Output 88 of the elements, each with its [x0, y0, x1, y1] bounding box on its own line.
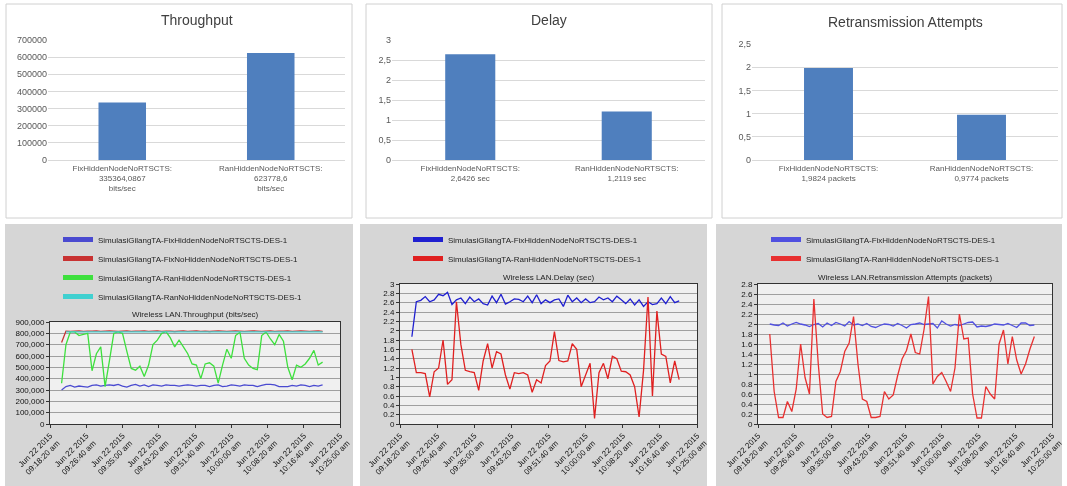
- line-series: [60, 330, 324, 388]
- y-tick-label: 500000: [16, 69, 47, 80]
- x-tick-label: RanHiddenNodeNoRTSCTS: 623778,6 bits/sec: [219, 163, 323, 194]
- y-tick-label: 1.8: [383, 335, 395, 345]
- y-tick-label: 2.4: [741, 299, 753, 309]
- y-tick-label: 3: [385, 35, 391, 46]
- chart-title: Delay: [531, 12, 567, 28]
- y-tick-label: 200,000: [15, 397, 45, 407]
- y-tick-label: 1: [385, 115, 391, 126]
- y-tick-label: 300000: [16, 103, 47, 114]
- legend-label: SimulasiGilangTA-RanHiddenNodeNoRTSCTS-DES-1: [98, 273, 292, 283]
- y-tick-label: 2.4: [383, 307, 395, 317]
- legend-label: SimulasiGilangTA-FixHiddenNodeNoRTSCTS-DES-1: [98, 235, 288, 245]
- y-tick-label: 2.8: [383, 289, 395, 299]
- line-series: [769, 320, 1036, 329]
- y-tick-label: 1,5: [738, 85, 751, 96]
- line-series: [60, 330, 324, 344]
- y-tick-label: 2,5: [378, 55, 391, 66]
- legend-label: SimulasiGilangTA-FixHiddenNodeNoRTSCTS-DES-1: [448, 235, 638, 245]
- y-tick-label: 3: [389, 279, 395, 289]
- y-tick-label: 1.4: [741, 349, 753, 359]
- y-tick-label: 2: [745, 62, 751, 73]
- y-tick-label: 1.6: [383, 345, 395, 355]
- y-tick-label: 700000: [16, 35, 47, 46]
- y-tick-label: 0: [745, 155, 751, 166]
- y-tick-label: 600000: [16, 52, 47, 63]
- y-tick-label: 2: [385, 75, 391, 86]
- y-tick-label: 500,000: [15, 363, 45, 373]
- y-tick-label: 800,000: [15, 329, 45, 339]
- y-tick-label: 300,000: [15, 385, 45, 395]
- y-tick-label: 2.2: [741, 309, 753, 319]
- chart-title: Retransmission Attempts: [828, 14, 983, 30]
- y-tick-label: 1: [747, 369, 753, 379]
- line-series: [769, 295, 1036, 419]
- y-tick-label: 0.8: [741, 379, 753, 389]
- y-tick-label: 2.8: [741, 279, 753, 289]
- legend-label: SimulasiGilangTA-FixNoHiddenNodeNoRTSCTS-DES-1: [98, 254, 298, 264]
- y-tick-label: 2: [747, 319, 753, 329]
- y-tick-label: 0.6: [741, 389, 753, 399]
- y-tick-label: 0: [389, 419, 395, 429]
- y-tick-label: 400,000: [15, 374, 45, 384]
- y-tick-label: 200000: [16, 120, 47, 131]
- y-tick-label: 0: [39, 419, 45, 429]
- line-series: [411, 291, 680, 338]
- legend-label: SimulasiGilangTA-RanHiddenNodeNoRTSCTS-DES-1: [806, 254, 1000, 264]
- y-tick-label: 0.6: [383, 391, 395, 401]
- legend-label: SimulasiGilangTA-RanHiddenNodeNoRTSCTS-DES-1: [448, 254, 642, 264]
- y-tick-label: 1.4: [383, 354, 395, 364]
- x-tick-label: FixHiddenNodeNoRTSCTS: 335364,0867 bits/sec: [72, 163, 172, 194]
- y-tick-label: 0,5: [378, 135, 391, 146]
- y-tick-label: 0.2: [383, 410, 395, 420]
- y-tick-label: 900,000: [15, 317, 45, 327]
- y-tick-label: 0: [747, 419, 753, 429]
- y-tick-label: 1.2: [383, 363, 395, 373]
- y-tick-label: 0.4: [383, 401, 395, 411]
- x-tick-label: FixHiddenNodeNoRTSCTS: 2,6426 sec: [420, 163, 520, 183]
- y-tick-label: 100,000: [15, 408, 45, 418]
- y-tick-label: 2.2: [383, 317, 395, 327]
- y-tick-label: 0.8: [383, 382, 395, 392]
- chart-title: Throughput: [161, 12, 233, 28]
- line-series: [411, 296, 680, 420]
- y-tick-label: 1.6: [741, 339, 753, 349]
- y-tick-label: 0: [41, 155, 47, 166]
- x-tick-label: RanHiddenNodeNoRTSCTS: 0,9774 packets: [929, 163, 1034, 183]
- y-tick-label: 1,5: [378, 95, 391, 106]
- y-tick-label: 700,000: [15, 340, 45, 350]
- y-tick-label: 100000: [16, 138, 47, 149]
- legend-label: SimulasiGilangTA-FixHiddenNodeNoRTSCTS-DES-1: [806, 235, 996, 245]
- y-tick-label: 0.4: [741, 399, 753, 409]
- legend-label: SimulasiGilangTA-RanNoHiddenNodeNoRTSCTS-DES-1: [98, 292, 302, 302]
- y-tick-label: 2,5: [738, 39, 751, 50]
- chart-title: Wireless LAN.Delay (sec): [503, 273, 595, 282]
- y-tick-label: 0: [385, 155, 391, 166]
- x-tick-label: RanHiddenNodeNoRTSCTS: 1,2119 sec: [575, 163, 679, 183]
- y-tick-label: 1.8: [741, 329, 753, 339]
- y-tick-label: 1: [745, 108, 751, 119]
- chart-title: Wireless LAN.Throughput (bits/sec): [132, 310, 259, 319]
- y-tick-label: 1: [389, 373, 395, 383]
- y-tick-label: 400000: [16, 86, 47, 97]
- y-tick-label: 600,000: [15, 351, 45, 361]
- y-tick-label: 1.2: [741, 359, 753, 369]
- x-tick-label: FixHiddenNodeNoRTSCTS: 1,9824 packets: [778, 163, 879, 183]
- y-tick-label: 2.6: [383, 298, 395, 308]
- chart-title: Wireless LAN.Retransmission Attempts (packets): [818, 273, 993, 282]
- y-tick-label: 2: [389, 326, 395, 336]
- y-tick-label: 0.2: [741, 409, 753, 419]
- y-tick-label: 2.6: [741, 289, 753, 299]
- y-tick-label: 0,5: [738, 131, 751, 142]
